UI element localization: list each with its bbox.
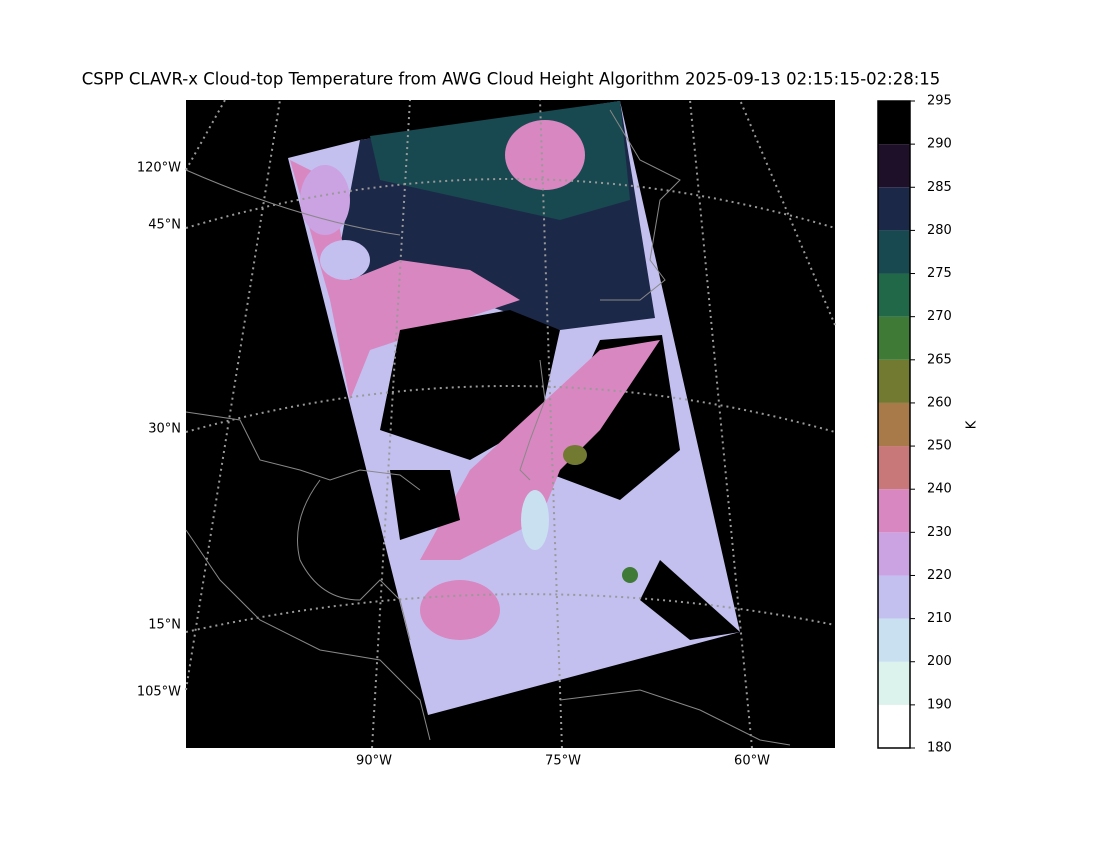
colorbar-segment — [878, 618, 910, 662]
colorbar-segment — [878, 144, 910, 188]
colorbar-tick-label: 190 — [927, 697, 952, 712]
colorbar-tick-label: 230 — [927, 525, 952, 540]
colorbar-tick-label: 265 — [927, 352, 952, 367]
map-label: 120°W — [137, 161, 181, 176]
map — [185, 99, 836, 749]
colorbar-segment — [878, 704, 910, 748]
colorbar-tick-label: 180 — [927, 741, 952, 756]
map-label: 75°W — [545, 754, 581, 769]
colorbar-tick-label: 240 — [927, 482, 952, 497]
colorbar-tick-label: 220 — [927, 568, 952, 583]
colorbar-segment — [878, 359, 910, 403]
map-label: 105°W — [137, 685, 181, 700]
swath — [288, 101, 740, 715]
colorbar-segment — [878, 316, 910, 360]
colorbar-segment — [878, 273, 910, 317]
colorbar-label: K — [965, 420, 980, 429]
colorbar-tick-label: 275 — [927, 266, 952, 281]
colorbar-tick-label: 260 — [927, 395, 952, 410]
colorbar-tick-label: 250 — [927, 439, 952, 454]
colorbar-tick-label: 280 — [927, 223, 952, 238]
map-label: 30°N — [148, 422, 181, 437]
colorbar-segment — [878, 446, 910, 490]
colorbar-tick-label: 210 — [927, 611, 952, 626]
map-label: 90°W — [356, 754, 392, 769]
colorbar-segment — [878, 575, 910, 619]
graticule — [185, 99, 836, 749]
colorbar-tick-label: 295 — [927, 94, 952, 109]
map-label: 60°W — [734, 754, 770, 769]
colorbar-tick-label: 270 — [927, 309, 952, 324]
map-label: 45°N — [148, 218, 181, 233]
colorbar-tick-label: 285 — [927, 180, 952, 195]
colorbar-segment — [878, 101, 910, 145]
colorbar-segment — [878, 661, 910, 705]
colorbar-segment — [878, 230, 910, 274]
colorbar-frame — [877, 100, 911, 749]
coastlines — [185, 109, 791, 746]
colorbar-tick-label: 200 — [927, 654, 952, 669]
title: CSPP CLAVR-x Cloud-top Temperature from … — [82, 70, 941, 89]
colorbar-segment — [878, 402, 910, 447]
map-label: 15°N — [148, 618, 181, 633]
colorbar-segment — [878, 532, 910, 576]
colorbar-segment — [878, 489, 910, 533]
colorbar: 180 190 200 210 220 230 240 250 260 265 270 275 280 2… — [877, 94, 952, 756]
colorbar-segment — [878, 187, 910, 231]
colorbar-tick-label: 290 — [927, 137, 952, 152]
